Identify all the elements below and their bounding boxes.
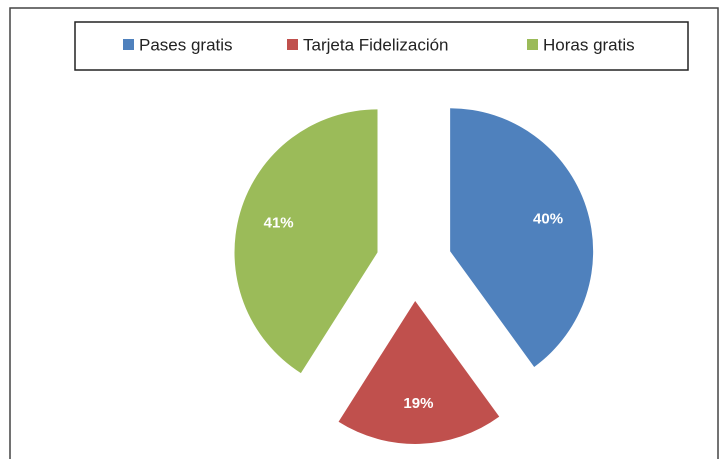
data-label: 41% bbox=[264, 215, 294, 232]
legend-label: Pases gratis bbox=[139, 35, 233, 54]
legend-swatch bbox=[287, 39, 298, 50]
legend-swatch bbox=[123, 39, 134, 50]
legend-box bbox=[74, 21, 689, 71]
data-label: 19% bbox=[403, 395, 433, 412]
pie-slice bbox=[450, 108, 594, 367]
pie-slice bbox=[234, 109, 378, 374]
legend-label: Horas gratis bbox=[543, 35, 635, 54]
legend-label: Tarjeta Fidelización bbox=[303, 35, 449, 54]
legend-swatch bbox=[527, 39, 538, 50]
data-label: 40% bbox=[533, 210, 563, 227]
pie-slice bbox=[338, 300, 500, 444]
